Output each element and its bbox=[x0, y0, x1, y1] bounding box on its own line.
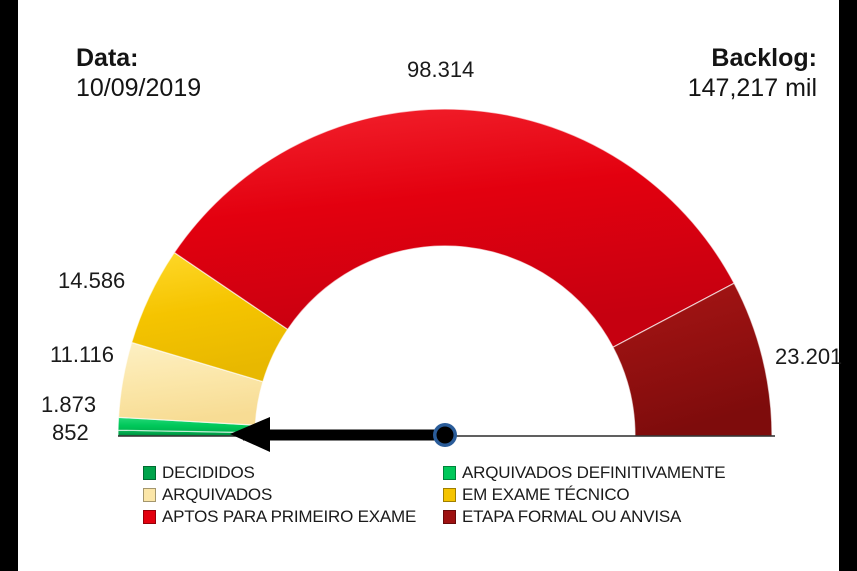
needle-pivot-hub bbox=[437, 427, 454, 444]
callout-em-exame-tecnico: 14.586 bbox=[58, 268, 125, 294]
legend-label: ETAPA FORMAL OU ANVISA bbox=[462, 507, 681, 527]
legend-swatch-icon bbox=[443, 466, 456, 480]
legend-swatch-icon bbox=[143, 510, 156, 524]
callout-aptos-primeiro-exame: 98.314 bbox=[407, 57, 474, 83]
legend-swatch-icon bbox=[143, 466, 156, 480]
legend-item[interactable]: EM EXAME TÉCNICO bbox=[443, 485, 783, 505]
legend-item[interactable]: DECIDIDOS bbox=[143, 463, 443, 483]
gauge-segments bbox=[118, 109, 772, 436]
legend-swatch-icon bbox=[143, 488, 156, 502]
chart-legend: DECIDIDOS ARQUIVADOS DEFINITIVAMENTE ARQUI… bbox=[143, 462, 783, 528]
legend-item[interactable]: ETAPA FORMAL OU ANVISA bbox=[443, 507, 783, 527]
right-border bbox=[839, 0, 857, 571]
legend-label: ARQUIVADOS DEFINITIVAMENTE bbox=[462, 463, 725, 483]
screenshot-frame: Data: 10/09/2019 Backlog: 147,217 mil bbox=[0, 0, 857, 571]
callout-arquivados: 11.116 bbox=[50, 342, 114, 368]
callout-decididos: 852 bbox=[52, 420, 89, 446]
legend-label: DECIDIDOS bbox=[162, 463, 255, 483]
legend-item[interactable]: ARQUIVADOS DEFINITIVAMENTE bbox=[443, 463, 783, 483]
legend-item[interactable]: APTOS PARA PRIMEIRO EXAME bbox=[143, 507, 443, 527]
legend-swatch-icon bbox=[443, 510, 456, 524]
legend-swatch-icon bbox=[443, 488, 456, 502]
legend-label: APTOS PARA PRIMEIRO EXAME bbox=[162, 507, 416, 527]
callout-arquivados-definitivamente: 1.873 bbox=[41, 392, 96, 418]
legend-item[interactable]: ARQUIVADOS bbox=[143, 485, 443, 505]
gauge-needle bbox=[230, 417, 457, 452]
left-border bbox=[0, 0, 18, 571]
legend-label: ARQUIVADOS bbox=[162, 485, 272, 505]
chart-canvas: Data: 10/09/2019 Backlog: 147,217 mil bbox=[18, 0, 839, 571]
callout-etapa-formal-anvisa: 23.201 bbox=[775, 344, 842, 370]
legend-label: EM EXAME TÉCNICO bbox=[462, 485, 629, 505]
